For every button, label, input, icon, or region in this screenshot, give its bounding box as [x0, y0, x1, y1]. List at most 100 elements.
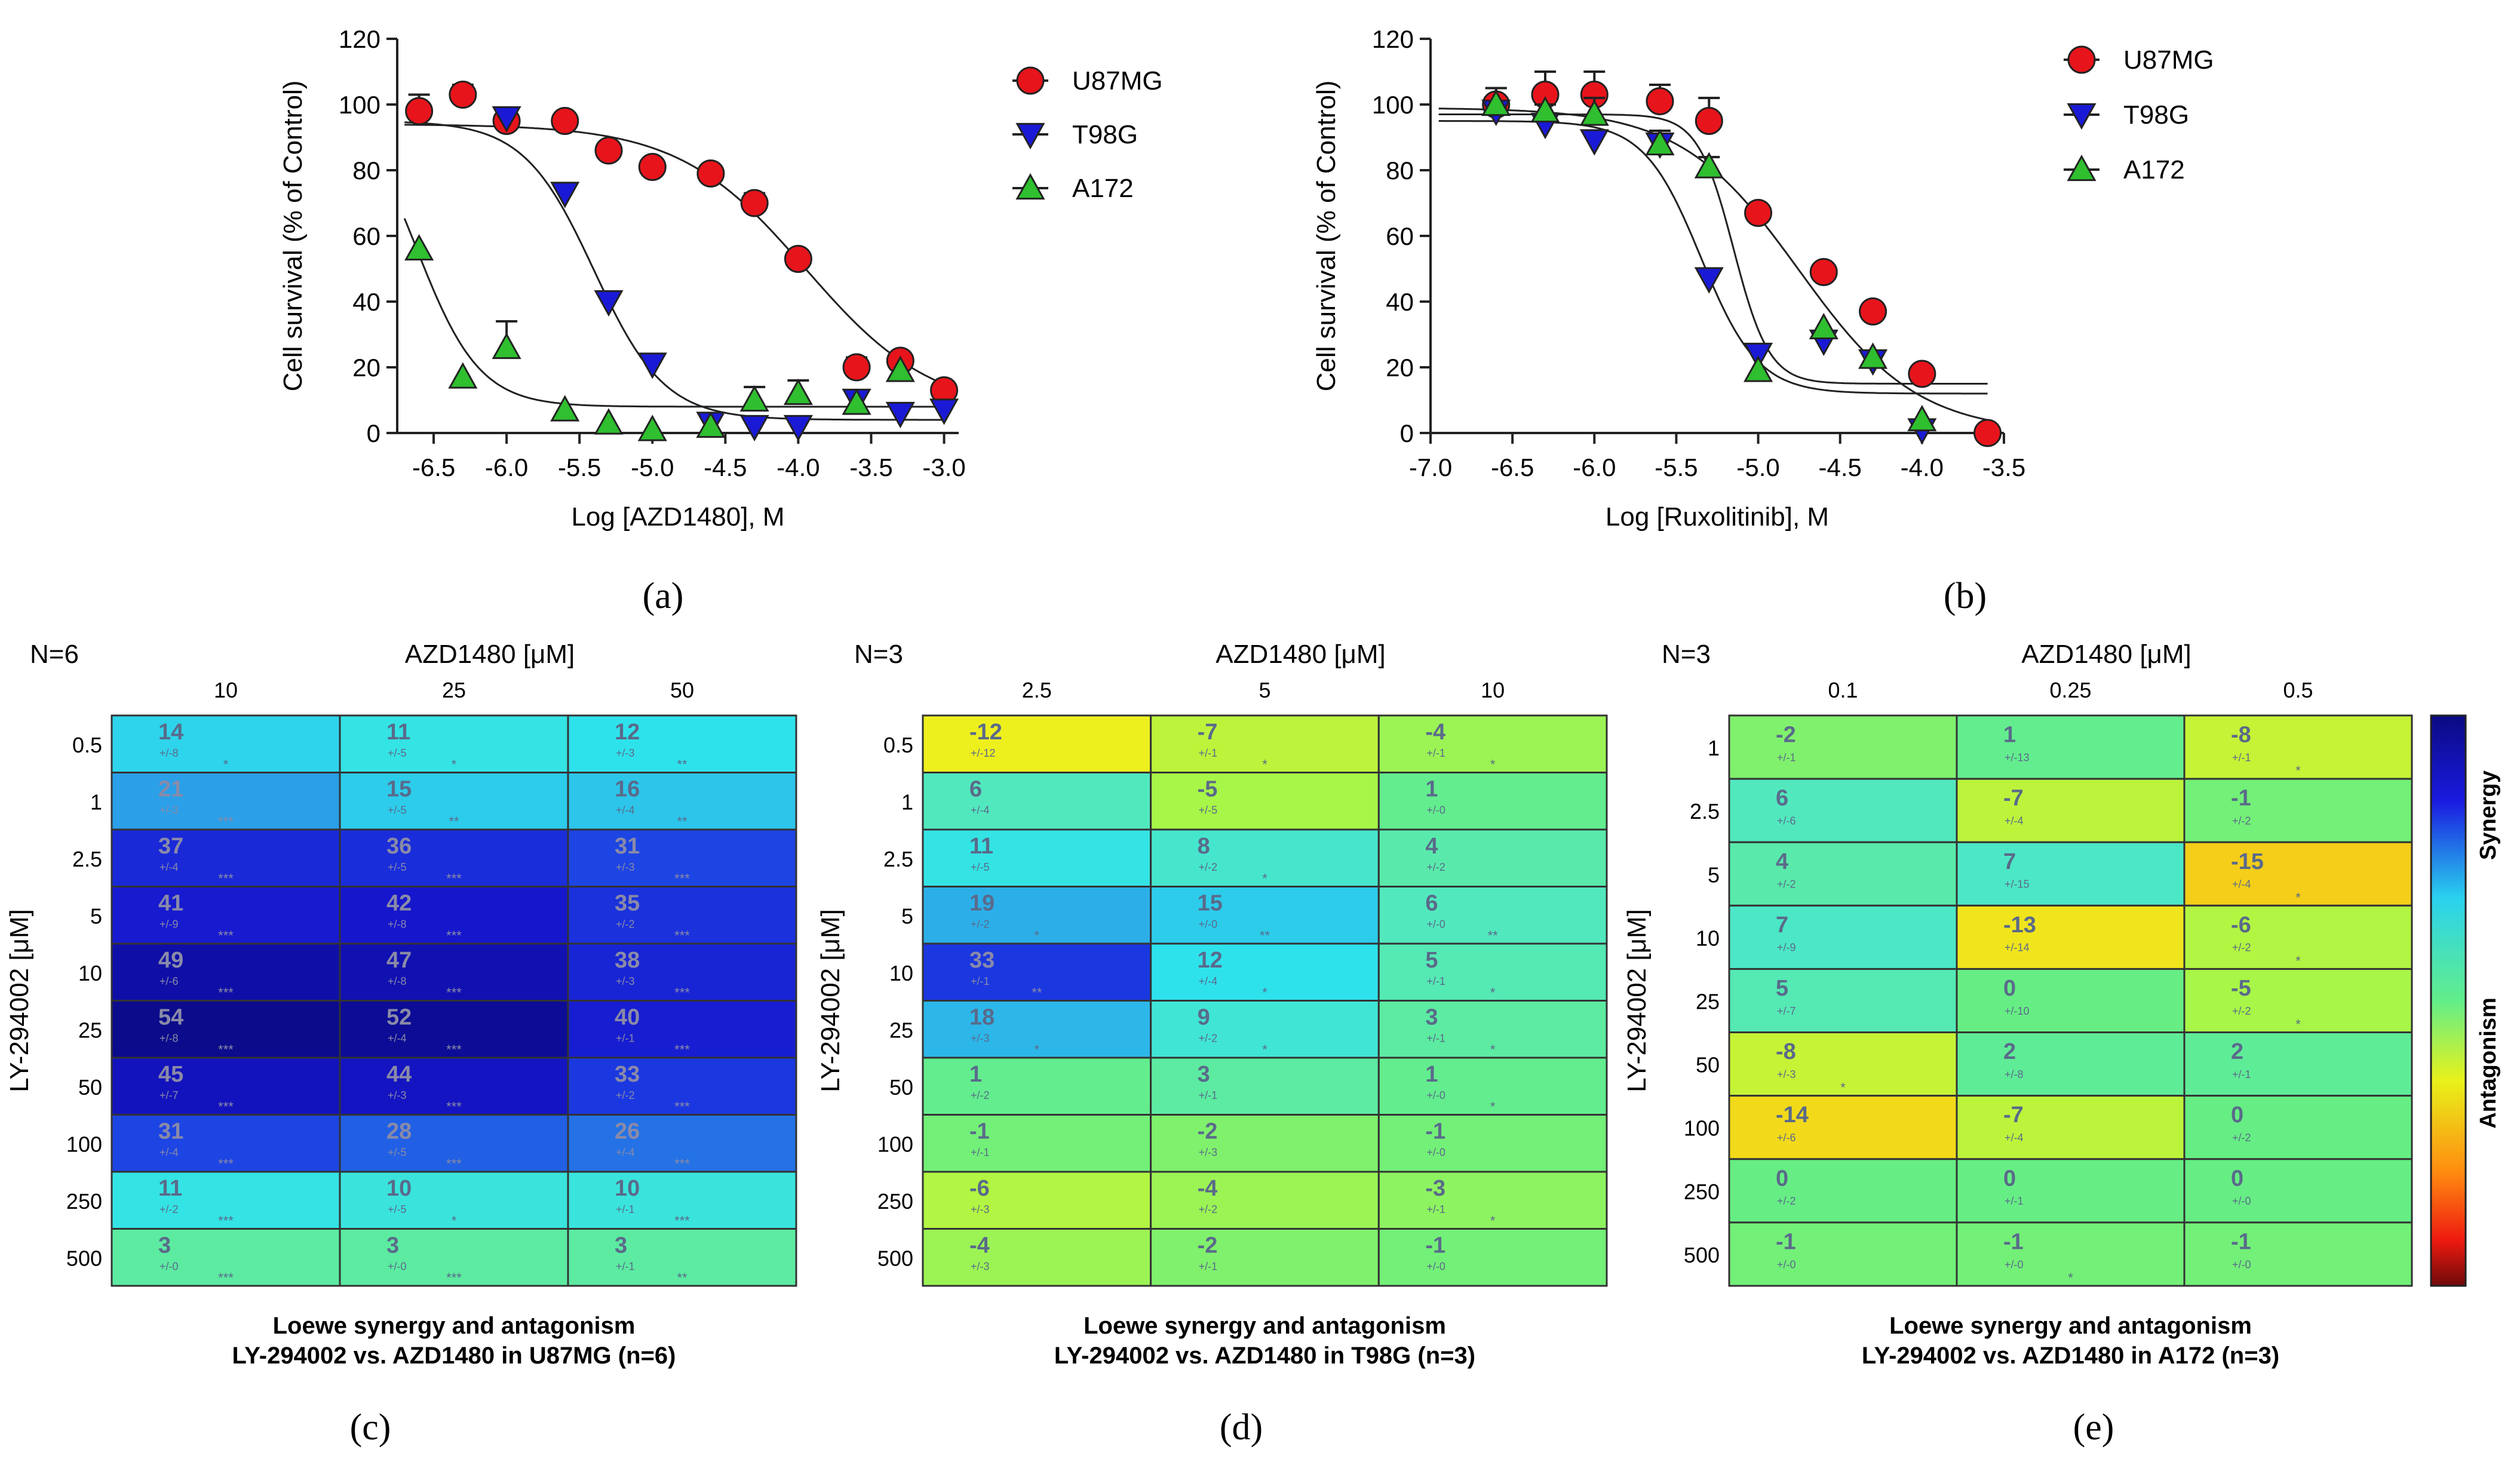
y-tick-label: 0	[1400, 419, 1414, 447]
x-tick-label: -5.5	[558, 453, 601, 481]
cell-value: 33	[969, 948, 995, 973]
cell-value: -8	[1776, 1039, 1796, 1064]
cell-sd: +/-1	[1199, 1089, 1218, 1101]
cell-value: 4	[1425, 834, 1438, 859]
legend-label: A172	[1072, 174, 1134, 203]
cell-value: -12	[969, 720, 1002, 745]
data-point-T98G	[885, 401, 915, 429]
heatmap-cell	[1377, 1228, 1608, 1287]
cell-value: -7	[2003, 1102, 2024, 1128]
cell-value: 44	[386, 1062, 412, 1087]
heatmap-cell	[1728, 778, 1958, 843]
data-point-A172	[404, 234, 434, 261]
n-label: N=6	[30, 640, 79, 669]
cell-sd: +/-13	[2005, 751, 2030, 763]
y-tick-label: 40	[1386, 288, 1414, 316]
cell-sd: +/-6	[159, 975, 179, 987]
heatmap-cell	[567, 1114, 797, 1173]
cell-sd: +/-0	[159, 1260, 179, 1272]
data-point-T98G	[492, 106, 521, 133]
legend-label: A172	[2123, 155, 2185, 185]
data-point-T98G	[1694, 267, 1724, 294]
x-axis-title: Log [Ruxolitinib], M	[1606, 502, 1829, 532]
colorbar-label-synergy: Synergy	[2476, 770, 2501, 860]
y-axis-title: Cell survival (% of Control)	[278, 81, 308, 392]
heatmap-cell	[339, 1171, 569, 1230]
cell-value: 35	[615, 891, 640, 916]
data-point-T98G	[929, 398, 959, 425]
heatmap-cell	[1377, 1171, 1608, 1230]
x-tick-label: -3.0	[922, 453, 965, 481]
cell-significance: ***	[674, 1214, 690, 1229]
cell-significance: ***	[218, 1270, 234, 1285]
y-tick-label: 80	[1386, 156, 1414, 185]
data-point-U87MG	[842, 353, 871, 382]
cell-sd: +/-6	[1777, 1132, 1796, 1144]
heatmap-cell	[1728, 968, 1958, 1034]
heatmap-cell	[922, 1114, 1152, 1173]
cell-sd: +/-3	[1199, 1146, 1218, 1158]
y-axis-title: Cell survival (% of Control)	[1312, 81, 1341, 392]
cell-sd: +/-3	[971, 1260, 990, 1272]
cell-significance: *	[1262, 985, 1267, 1000]
cell-significance: ***	[218, 871, 234, 886]
cell-value: -4	[1198, 1176, 1218, 1201]
heatmap-cell	[2183, 778, 2413, 843]
legend-label: U87MG	[1072, 66, 1163, 96]
cell-sd: +/-2	[616, 918, 635, 930]
heatmap-cell	[2183, 1031, 2413, 1097]
heatmap-cell	[922, 714, 1152, 773]
heatmap-cell	[339, 772, 569, 831]
cell-value: 10	[615, 1176, 640, 1201]
cell-value: -1	[2231, 786, 2251, 811]
cell-significance: ***	[446, 985, 462, 1000]
y-tick-label: 0	[367, 419, 380, 447]
cell-value: 18	[969, 1005, 995, 1030]
fit-curve-T98G	[404, 121, 944, 421]
data-point-A172	[1907, 404, 1937, 432]
cell-sd: +/-5	[388, 1146, 407, 1158]
data-point-A172	[1481, 89, 1511, 116]
data-point-U87MG	[638, 153, 667, 181]
cell-sd: +/-4	[2005, 1132, 2024, 1144]
cell-value: 0	[2003, 976, 2016, 1001]
cell-sd: +/-8	[388, 975, 407, 987]
data-point-U87MG	[405, 97, 434, 125]
heatmap-cell	[1956, 778, 2186, 843]
data-point-A172	[1645, 128, 1675, 156]
x-tick-label: -6.0	[1573, 453, 1616, 481]
cell-sd: +/-8	[388, 918, 407, 930]
y-tick-label: 100	[1372, 91, 1414, 119]
cell-significance: ***	[446, 1156, 462, 1171]
cell-sd: +/-0	[1426, 1260, 1445, 1272]
colorbar-label-antagonism: Antagonism	[2476, 997, 2501, 1129]
legend-marker-T98G	[1015, 122, 1045, 150]
heatmap-cell	[1377, 772, 1608, 831]
data-point-T98G	[550, 182, 580, 208]
row-label: 250	[877, 1189, 913, 1214]
heatmap-cell	[567, 1228, 797, 1287]
cell-value: -1	[2003, 1229, 2024, 1254]
heatmap-cell	[1728, 1031, 1958, 1097]
heatmap-cell	[1150, 1171, 1380, 1230]
caption-line-2: LY-294002 vs. AZD1480 in A172 (n=3)	[1862, 1343, 2279, 1369]
cell-value: -1	[2231, 1229, 2251, 1254]
column-label: 25	[442, 678, 466, 702]
cell-value: -2	[1776, 723, 1796, 748]
cell-sd: +/-5	[1199, 804, 1218, 816]
heatmap-cell	[2183, 968, 2413, 1034]
cell-value: 11	[158, 1176, 182, 1201]
cell-value: 7	[1776, 913, 1788, 938]
cell-sd: +/-1	[1426, 1032, 1445, 1044]
heatmap-cell	[2183, 1095, 2413, 1160]
column-label: 10	[1481, 678, 1505, 702]
x-tick-label: -4.5	[1819, 453, 1862, 481]
heatmap-cell	[922, 772, 1152, 831]
row-axis-title: LY-294002 [μM]	[1622, 909, 1652, 1092]
cell-sd: +/-3	[616, 975, 635, 987]
data-point-A172	[1858, 342, 1888, 369]
cell-value: -6	[969, 1176, 990, 1201]
x-tick-label: -3.5	[1982, 453, 2025, 481]
